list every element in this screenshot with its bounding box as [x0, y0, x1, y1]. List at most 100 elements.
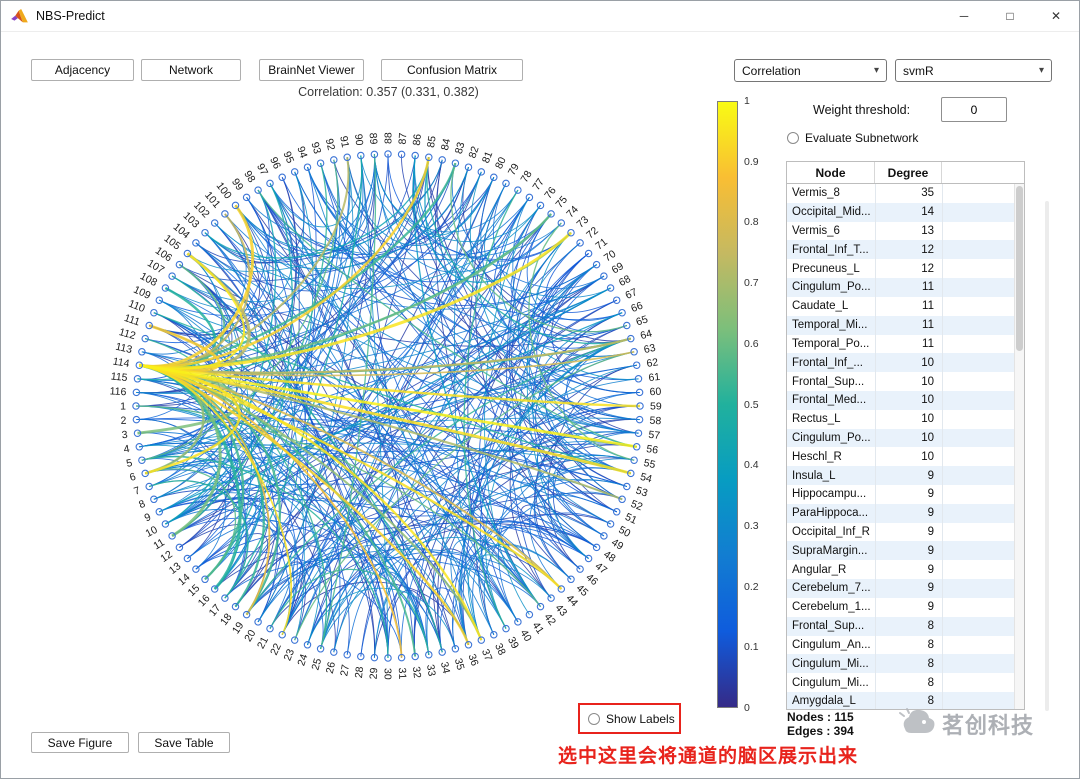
degree-cell[interactable]: 12 [921, 262, 934, 275]
degree-cell[interactable]: 11 [922, 337, 934, 350]
node-cell[interactable]: Hippocampu... [792, 488, 867, 501]
node-cell[interactable]: Cingulum_Po... [792, 431, 871, 444]
show-labels-radio[interactable]: Show Labels [588, 712, 675, 726]
table-row[interactable]: Cingulum_An... 8 [787, 636, 1014, 655]
table-row[interactable]: SupraMargin... 9 [787, 541, 1014, 561]
degree-cell[interactable]: 13 [921, 225, 934, 238]
node-cell[interactable]: Heschl_R [792, 450, 842, 463]
node-cell[interactable]: Frontal_Sup... [792, 375, 865, 388]
panel-scrollbar[interactable] [1045, 201, 1049, 711]
node-cell[interactable]: Precuneus_L [792, 262, 860, 275]
table-row[interactable]: Cerebelum_7... 9 [787, 579, 1014, 598]
node-cell[interactable]: Rectus_L [792, 413, 841, 426]
degree-cell[interactable]: 9 [927, 526, 934, 539]
toolbar-button-network[interactable]: Network [141, 59, 241, 81]
save-figure-button[interactable]: Save Figure [31, 732, 129, 753]
node-cell[interactable]: Vermis_8 [792, 187, 840, 200]
table-row[interactable]: Amygdala_L 8 [787, 691, 1014, 709]
degree-cell[interactable]: 11 [922, 300, 934, 313]
degree-cell[interactable]: 9 [927, 544, 934, 557]
table-row[interactable]: Heschl_R 10 [787, 447, 1014, 466]
degree-cell[interactable]: 10 [921, 356, 934, 369]
table-row[interactable]: Frontal_Med... 10 [787, 390, 1014, 410]
degree-cell[interactable]: 11 [922, 281, 934, 294]
table-row[interactable]: Cingulum_Po... 11 [787, 278, 1014, 297]
table-row[interactable]: Insula_L 9 [787, 466, 1014, 485]
node-cell[interactable]: Cerebelum_7... [792, 582, 871, 595]
degree-cell[interactable]: 9 [927, 563, 934, 576]
node-cell[interactable]: Occipital_Mid... [792, 206, 871, 219]
table-row[interactable]: Frontal_Sup... 8 [787, 616, 1014, 636]
toolbar-button-brainnet-viewer[interactable]: BrainNet Viewer [259, 59, 364, 81]
table-row[interactable]: Temporal_Mi... 11 [787, 315, 1014, 335]
table-row[interactable]: Frontal_Sup... 10 [787, 372, 1014, 391]
metric-dropdown[interactable]: Correlation ▾ [734, 59, 887, 82]
node-cell[interactable]: Temporal_Mi... [792, 319, 868, 332]
node-cell[interactable]: Insula_L [792, 469, 836, 482]
table-header-degree[interactable]: Degree [875, 162, 942, 183]
node-cell[interactable]: Cingulum_An... [792, 638, 871, 651]
degree-cell[interactable]: 35 [921, 187, 934, 200]
table-scrollbar[interactable] [1014, 184, 1024, 709]
node-cell[interactable]: Frontal_Med... [792, 394, 867, 407]
table-row[interactable]: Cerebelum_1... 9 [787, 598, 1014, 617]
node-cell[interactable]: Temporal_Po... [792, 337, 870, 350]
degree-cell[interactable]: 12 [921, 243, 934, 256]
degree-cell[interactable]: 9 [927, 507, 934, 520]
node-cell[interactable]: SupraMargin... [792, 544, 868, 557]
close-button[interactable]: ✕ [1050, 9, 1062, 23]
table-row[interactable]: Occipital_Mid... 14 [787, 202, 1014, 222]
table-row[interactable]: Caudate_L 11 [787, 297, 1014, 316]
degree-cell[interactable]: 10 [921, 431, 934, 444]
toolbar-button-confusion-matrix[interactable]: Confusion Matrix [381, 59, 523, 81]
table-row[interactable]: Occipital_Inf_R 9 [787, 523, 1014, 542]
table-row[interactable]: Cingulum_Mi... 8 [787, 673, 1014, 692]
degree-cell[interactable]: 9 [927, 469, 934, 482]
degree-cell[interactable]: 8 [927, 676, 934, 689]
model-dropdown[interactable]: svmR ▾ [895, 59, 1052, 82]
table-row[interactable]: Temporal_Po... 11 [787, 335, 1014, 354]
table-row[interactable]: Hippocampu... 9 [787, 485, 1014, 504]
degree-cell[interactable]: 10 [921, 394, 934, 407]
table-header-node[interactable]: Node [787, 162, 875, 183]
degree-cell[interactable]: 9 [927, 582, 934, 595]
degree-cell[interactable]: 10 [921, 450, 934, 463]
node-cell[interactable]: ParaHippoca... [792, 507, 869, 520]
evaluate-subnetwork-radio[interactable]: Evaluate Subnetwork [787, 131, 918, 145]
table-row[interactable]: Vermis_8 35 [787, 184, 1014, 203]
table-row[interactable]: ParaHippoca... 9 [787, 503, 1014, 523]
maximize-button[interactable]: □ [1006, 9, 1014, 23]
table-row[interactable]: Angular_R 9 [787, 560, 1014, 579]
table-row[interactable]: Cingulum_Mi... 8 [787, 654, 1014, 674]
node-cell[interactable]: Frontal_Sup... [792, 620, 865, 633]
node-cell[interactable]: Frontal_Inf_... [792, 356, 863, 369]
table-row[interactable]: Vermis_6 13 [787, 222, 1014, 241]
degree-cell[interactable]: 9 [927, 488, 934, 501]
degree-cell[interactable]: 8 [927, 620, 934, 633]
toolbar-button-adjacency[interactable]: Adjacency [31, 59, 134, 81]
node-cell[interactable]: Occipital_Inf_R [792, 526, 870, 539]
node-cell[interactable]: Vermis_6 [792, 225, 840, 238]
save-table-button[interactable]: Save Table [138, 732, 230, 753]
degree-cell[interactable]: 9 [927, 601, 934, 614]
table-row[interactable]: Cingulum_Po... 10 [787, 428, 1014, 448]
node-cell[interactable]: Cingulum_Po... [792, 281, 871, 294]
table-row[interactable]: Frontal_Inf_T... 12 [787, 240, 1014, 260]
node-cell[interactable]: Cingulum_Mi... [792, 657, 869, 670]
degree-cell[interactable]: 8 [927, 657, 934, 670]
degree-cell[interactable]: 10 [921, 413, 934, 426]
table-scrollbar-thumb[interactable] [1016, 186, 1023, 351]
node-cell[interactable]: Caudate_L [792, 300, 849, 313]
table-row[interactable]: Frontal_Inf_... 10 [787, 353, 1014, 373]
node-cell[interactable]: Amygdala_L [792, 695, 856, 708]
node-cell[interactable]: Angular_R [792, 563, 847, 576]
table-row[interactable]: Rectus_L 10 [787, 410, 1014, 429]
node-cell[interactable]: Cerebelum_1... [792, 601, 871, 614]
node-cell[interactable]: Frontal_Inf_T... [792, 243, 869, 256]
weight-threshold-input[interactable] [941, 97, 1007, 122]
degree-cell[interactable]: 14 [921, 206, 934, 219]
minimize-button[interactable]: ─ [959, 9, 969, 23]
degree-cell[interactable]: 8 [927, 695, 934, 708]
degree-cell[interactable]: 11 [922, 319, 934, 332]
node-cell[interactable]: Cingulum_Mi... [792, 676, 869, 689]
